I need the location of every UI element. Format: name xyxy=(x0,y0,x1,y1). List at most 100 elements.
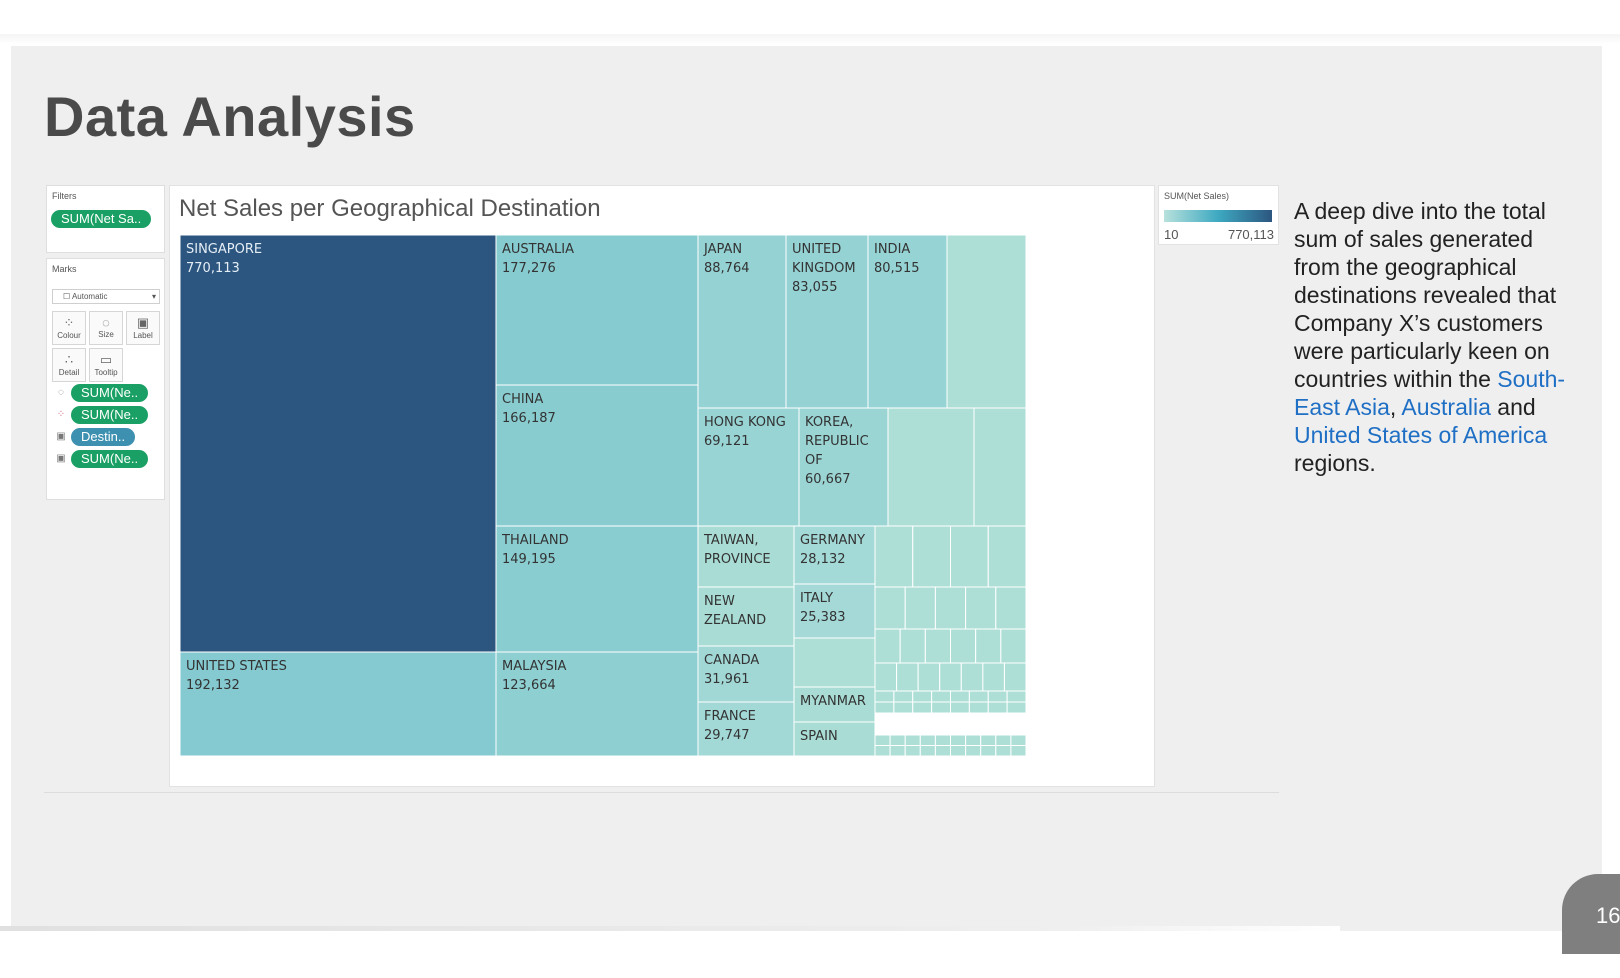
treemap-tile-unlabeled[interactable] xyxy=(980,734,997,746)
treemap-tile-unlabeled[interactable] xyxy=(975,628,1002,664)
treemap-tile-rect xyxy=(793,583,876,639)
treemap-tile-unlabeled[interactable] xyxy=(874,525,914,588)
treemap-tile-unlabeled[interactable] xyxy=(912,701,933,714)
shelf-size-pill[interactable]: SUM(Ne.. xyxy=(71,384,149,402)
treemap-tile-unlabeled[interactable] xyxy=(934,734,952,746)
treemap-tile-unlabeled[interactable] xyxy=(950,745,967,757)
treemap-tile-unlabeled[interactable] xyxy=(917,662,941,692)
treemap-tile-unlabeled[interactable] xyxy=(889,745,906,757)
treemap-tile-unlabeled[interactable] xyxy=(982,662,1005,692)
treemap-tile[interactable]: MYANMAR xyxy=(793,686,876,723)
size-button[interactable]: ◌ Size xyxy=(89,311,123,345)
shelf-destination-pill[interactable]: Destin.. xyxy=(71,428,136,446)
treemap-tile-unlabeled[interactable] xyxy=(919,745,936,757)
treemap-tile-unlabeled[interactable] xyxy=(931,701,951,714)
treemap-tile-unlabeled[interactable] xyxy=(934,586,967,630)
treemap-tile-unlabeled[interactable] xyxy=(931,690,951,703)
treemap-tile-unlabeled[interactable] xyxy=(874,662,898,692)
treemap-tile[interactable]: SINGAPORE 770,113 xyxy=(179,234,497,653)
treemap-tile-unlabeled[interactable] xyxy=(889,734,906,746)
page-tab xyxy=(1562,874,1620,954)
treemap-tile[interactable]: HONG KONG 69,121 xyxy=(697,407,800,527)
treemap-tile[interactable]: MALAYSIA 123,664 xyxy=(495,651,699,757)
treemap-tile[interactable]: KOREA, REPUBLIC OF 60,667 xyxy=(798,407,889,527)
treemap-tile-unlabeled[interactable] xyxy=(950,734,967,746)
treemap-tile-unlabeled[interactable] xyxy=(950,690,970,703)
treemap-tile-unlabeled[interactable] xyxy=(904,745,921,757)
treemap-tile-unlabeled[interactable] xyxy=(874,690,895,703)
treemap-tile-unlabeled[interactable] xyxy=(899,628,926,664)
treemap-tile-unlabeled[interactable] xyxy=(1010,745,1027,757)
treemap-tile-unlabeled[interactable] xyxy=(893,690,914,703)
treemap-tile-unlabeled[interactable] xyxy=(896,662,919,692)
treemap-tile[interactable]: JAPAN 88,764 xyxy=(697,234,787,409)
treemap-tile-unlabeled[interactable] xyxy=(987,525,1027,588)
treemap-tile-unlabeled[interactable] xyxy=(965,586,997,630)
treemap-tile[interactable]: INDIA 80,515 xyxy=(867,234,948,409)
treemap-tile-unlabeled[interactable] xyxy=(995,734,1012,746)
detail-button[interactable]: ∴ Detail xyxy=(52,348,86,382)
treemap-tile-unlabeled[interactable] xyxy=(912,690,933,703)
treemap-tile-unlabeled[interactable] xyxy=(912,525,951,588)
treemap-tile-unlabeled[interactable] xyxy=(1006,701,1027,714)
treemap-tile[interactable]: ITALY 25,383 xyxy=(793,583,876,639)
treemap-tile-unlabeled[interactable] xyxy=(934,745,952,757)
treemap-tile-unlabeled[interactable] xyxy=(968,690,989,703)
treemap-tile[interactable]: CANADA 31,961 xyxy=(697,645,795,703)
treemap-tile[interactable]: NEW ZEALAND xyxy=(697,586,795,647)
treemap-tile[interactable]: UNITED KINGDOM 83,055 xyxy=(785,234,869,409)
treemap-tile-unlabeled[interactable] xyxy=(874,628,901,664)
treemap-tile-unlabeled[interactable] xyxy=(950,628,977,664)
treemap-tile-unlabeled[interactable] xyxy=(995,745,1012,757)
shelf-colour-pill[interactable]: SUM(Ne.. xyxy=(71,406,149,424)
treemap-tile[interactable]: GERMANY 28,132 xyxy=(793,525,876,585)
treemap-tile-unlabeled[interactable] xyxy=(987,701,1008,714)
treemap-tile-unlabeled[interactable] xyxy=(904,734,921,746)
treemap-tile-unlabeled[interactable] xyxy=(968,701,989,714)
treemap-tile-unlabeled[interactable] xyxy=(946,234,1027,409)
treemap-tile-unlabeled[interactable] xyxy=(987,690,1008,703)
treemap-tile-unlabeled[interactable] xyxy=(950,701,970,714)
treemap-tile[interactable]: FRANCE 29,747 xyxy=(697,701,795,757)
mark-type-select[interactable]: ☐ Automatic ▾ xyxy=(52,289,160,304)
treemap-tile-unlabeled[interactable] xyxy=(874,745,891,757)
treemap-tile-unlabeled[interactable] xyxy=(965,745,982,757)
treemap-tile-unlabeled[interactable] xyxy=(1003,662,1027,692)
treemap-tile-unlabeled[interactable] xyxy=(950,525,989,588)
treemap-tile[interactable]: THAILAND 149,195 xyxy=(495,525,699,653)
treemap-tile-unlabeled[interactable] xyxy=(1000,628,1027,664)
treemap-tile[interactable]: TAIWAN, PROVINCE xyxy=(697,525,795,588)
treemap-tile-unlabeled[interactable] xyxy=(893,701,914,714)
marks-label: Marks xyxy=(52,264,77,274)
colour-icon: ⁘ xyxy=(63,315,75,330)
treemap-tile-unlabeled[interactable] xyxy=(939,662,962,692)
treemap-tile-unlabeled[interactable] xyxy=(793,637,876,688)
treemap-tile-unlabeled[interactable] xyxy=(1006,690,1027,703)
treemap-tile-unlabeled[interactable] xyxy=(965,734,982,746)
treemap-tile-unlabeled[interactable] xyxy=(973,407,1027,527)
shelf-label-pill[interactable]: SUM(Ne.. xyxy=(71,450,149,468)
treemap-tile-unlabeled[interactable] xyxy=(874,701,895,714)
treemap-tile-unlabeled[interactable] xyxy=(904,586,936,630)
treemap-tile-unlabeled[interactable] xyxy=(995,586,1027,630)
label-button[interactable]: ▣ Label xyxy=(126,311,160,345)
colour-button[interactable]: ⁘ Colour xyxy=(52,311,86,345)
treemap-tile[interactable]: CHINA 166,187 xyxy=(495,384,699,527)
treemap-tile-unlabeled[interactable] xyxy=(919,734,936,746)
treemap-tile-unlabeled[interactable] xyxy=(874,586,906,630)
treemap-tile[interactable]: UNITED STATES 192,132 xyxy=(179,651,497,757)
treemap-tile[interactable]: SPAIN xyxy=(793,721,876,757)
treemap-tile-unlabeled[interactable] xyxy=(960,662,984,692)
treemap-tile-value: 25,383 xyxy=(800,610,846,625)
filter-pill[interactable]: SUM(Net Sa.. xyxy=(51,210,152,228)
treemap-tile[interactable]: AUSTRALIA 177,276 xyxy=(495,234,699,386)
treemap-tile-rect xyxy=(798,407,889,527)
treemap-tile-unlabeled[interactable] xyxy=(874,734,891,746)
treemap-tile-unlabeled[interactable] xyxy=(980,745,997,757)
body-text: regions. xyxy=(1294,450,1376,476)
treemap-tile-label: INDIA xyxy=(874,242,910,257)
treemap-tile-unlabeled[interactable] xyxy=(1010,734,1027,746)
tooltip-button[interactable]: ▭ Tooltip xyxy=(89,348,123,382)
treemap-tile-unlabeled[interactable] xyxy=(924,628,951,664)
treemap-tile-unlabeled[interactable] xyxy=(887,407,975,527)
